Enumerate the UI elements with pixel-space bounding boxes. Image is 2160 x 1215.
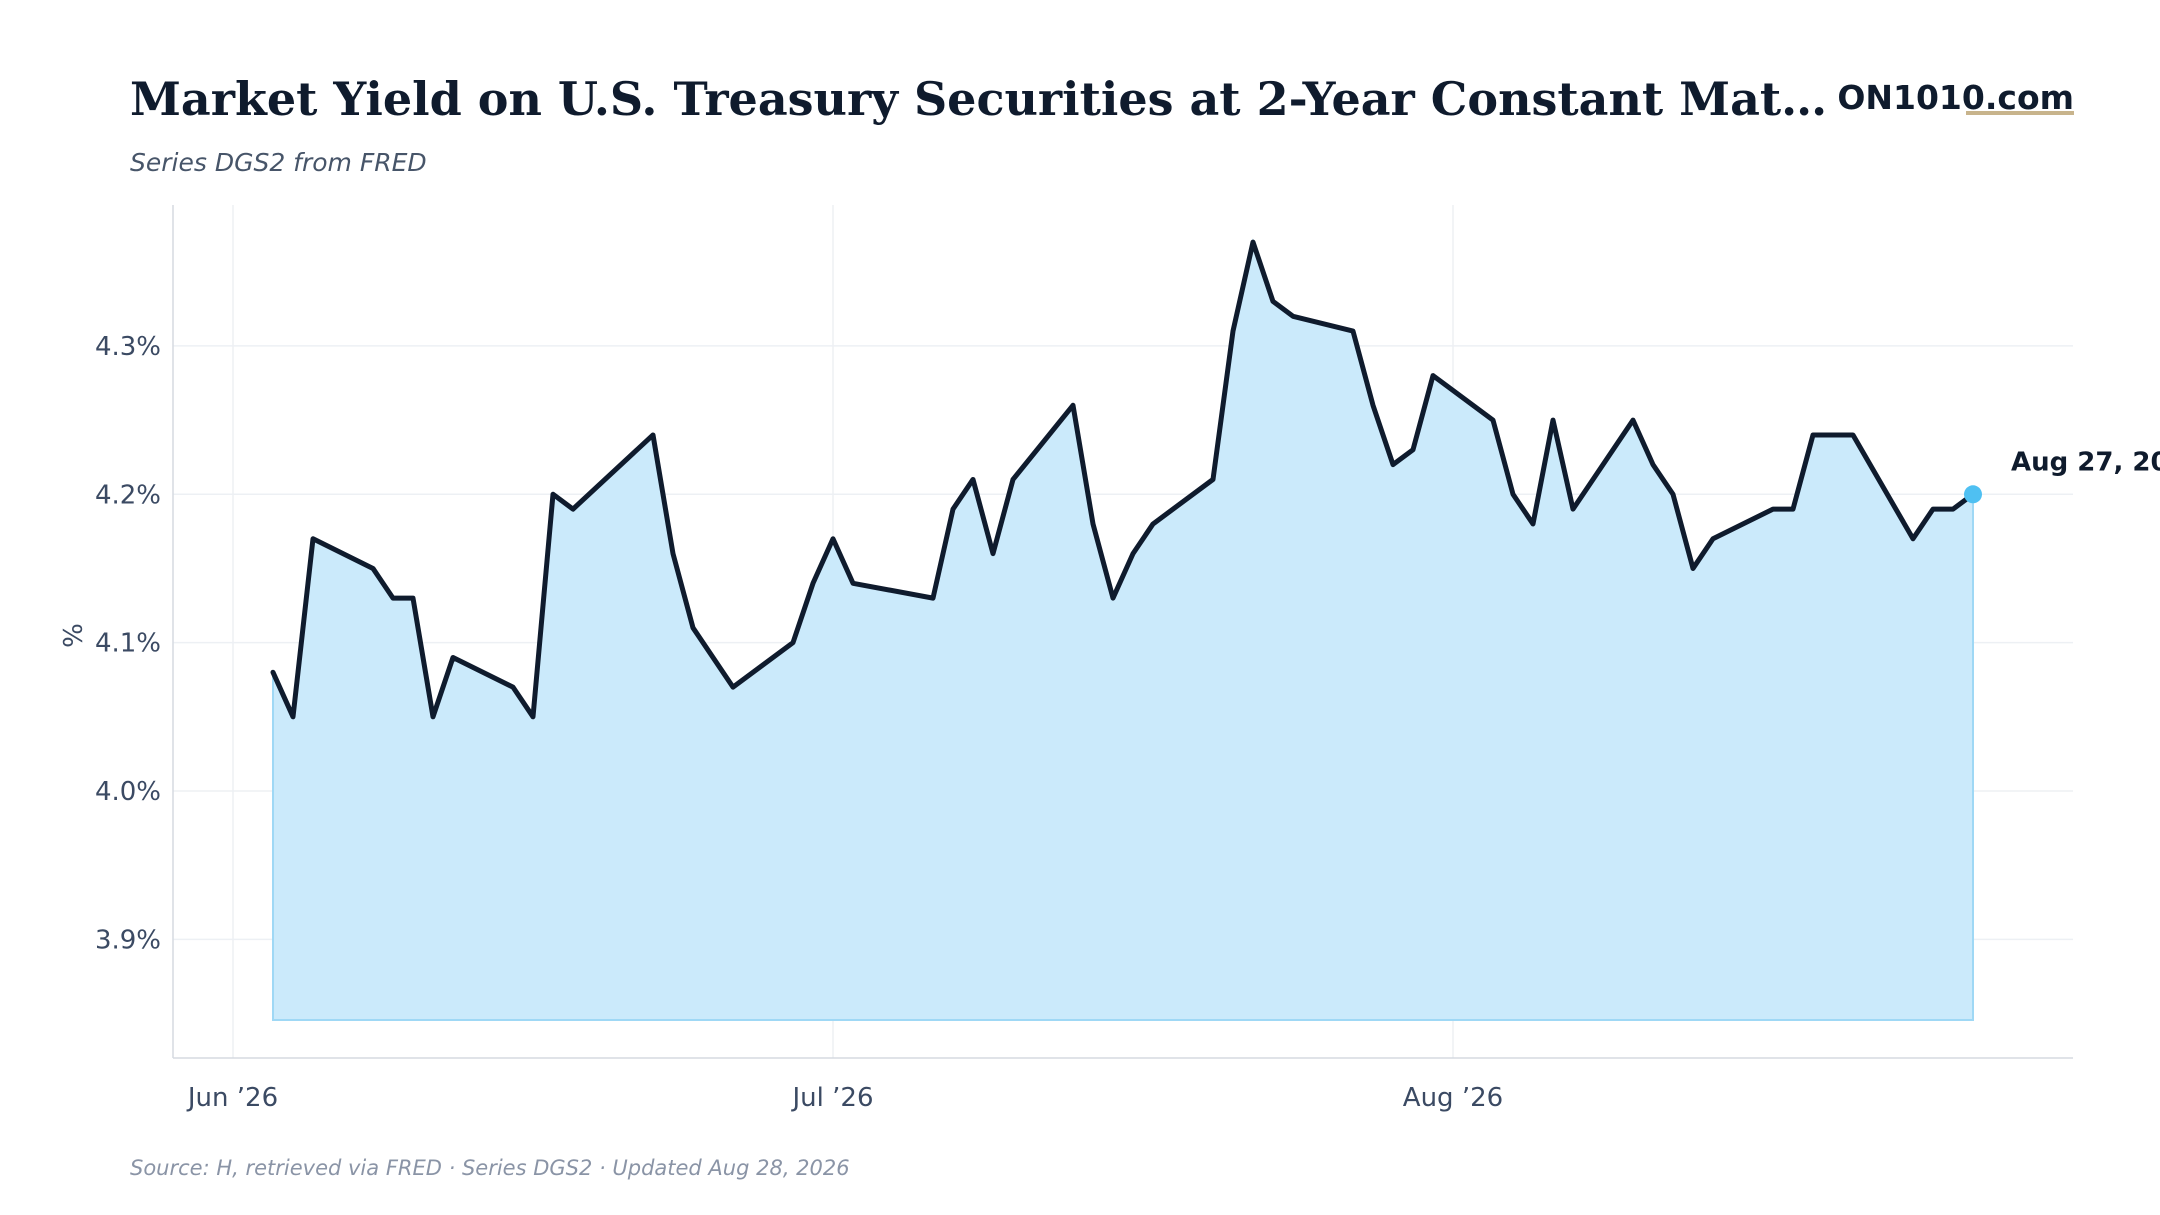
x-tick-label: Aug ’26 bbox=[1403, 1083, 1503, 1113]
y-axis-label: % bbox=[59, 623, 89, 648]
x-tick-label: Jun ’26 bbox=[186, 1083, 278, 1113]
source-note: Source: H, retrieved via FRED · Series D… bbox=[130, 1156, 850, 1180]
y-tick-label: 4.2% bbox=[95, 480, 161, 510]
axes bbox=[172, 205, 2073, 1059]
chart-subtitle: Series DGS2 from FRED bbox=[130, 148, 427, 177]
data-marks bbox=[270, 239, 1982, 720]
area-layer bbox=[272, 238, 1974, 1021]
x-tick-label: Jul ’26 bbox=[791, 1083, 874, 1113]
tick-labels: 3.9% 4.0% 4.1% 4.2% 4.3% Jun ’26 Jul ’26 Aug ’2… bbox=[95, 332, 1503, 1113]
series-line bbox=[270, 239, 1976, 720]
y-tick-label: 4.0% bbox=[95, 777, 161, 807]
y-tick-label: 4.1% bbox=[95, 629, 161, 659]
brand-underline bbox=[1966, 111, 2074, 115]
brand-logo[interactable]: ON1010.com bbox=[1837, 78, 2074, 117]
y-tick-label: 4.3% bbox=[95, 332, 161, 362]
y-tick-label: 3.9% bbox=[95, 925, 161, 955]
last-point-marker bbox=[1964, 485, 1982, 504]
area-fill bbox=[272, 238, 1974, 1021]
last-value-annotation: Aug 27, 2026: 4.20% bbox=[2011, 447, 2160, 477]
